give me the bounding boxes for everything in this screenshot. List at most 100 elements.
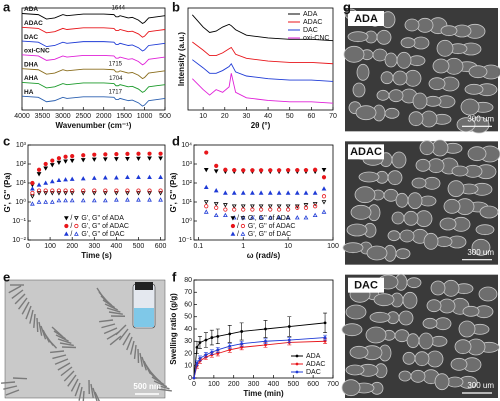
pore [451,165,469,177]
pore [355,105,377,121]
marker [158,191,163,196]
legend-marker [73,231,79,236]
pore [398,370,412,382]
scale-label: 300 um [467,114,494,123]
pore [424,95,442,107]
x-tick-label: 10 [199,113,207,120]
marker [313,204,318,209]
legend-label: G', G'' of DAC [81,231,124,238]
marker [63,191,68,196]
marker [213,169,219,174]
legend-label: HA [24,89,34,96]
crystal [118,328,129,341]
point [323,336,327,339]
point [287,338,291,342]
y-tick-label: 10⁰ [181,217,192,225]
pore [356,63,370,81]
pore [408,55,426,67]
annotation: 1644 [112,6,126,12]
pore [447,180,465,198]
x-tick-label: 500 [287,381,299,388]
marker [30,190,35,196]
x-tick-label: 600 [155,243,167,250]
marker [43,166,49,171]
marker [102,175,108,180]
marker [250,215,255,220]
pore [395,248,411,260]
marker [103,152,108,157]
marker [231,190,237,195]
marker [240,190,246,195]
crystal [57,362,71,371]
pore [387,170,403,186]
marker [258,168,264,173]
pore [376,29,392,45]
pore [415,210,433,228]
pore [369,311,391,323]
pore [406,333,420,349]
x-tick-label: 400 [268,381,280,388]
marker [56,177,62,182]
x-tick-label: 300 [88,243,100,250]
pore [432,58,450,74]
crystal [126,336,133,351]
pore [412,92,428,110]
legend-marker [230,231,236,236]
crystal [109,335,122,346]
point [216,348,220,352]
marker [49,163,55,168]
x-tick-label: 3000 [55,113,71,120]
legend-separator: / [70,223,72,230]
marker [268,168,273,173]
crystal [96,287,106,301]
pore [442,279,460,297]
pore [350,204,372,220]
pore [402,351,416,365]
crystal [129,340,135,355]
marker [276,215,282,220]
series-line [192,41,334,65]
x-tick-label: 1000 [137,113,153,120]
x-axis-label: Time (min) [243,389,284,398]
y-tick-label: 60 [184,301,192,308]
y-tick-label: 10³ [16,142,27,149]
pore [415,158,431,172]
marker [223,167,228,172]
pore [475,224,495,236]
marker [294,190,300,195]
x-tick-label: 100 [44,243,56,250]
crystal [12,377,28,380]
legend-marker [295,370,299,374]
pore [462,305,480,317]
marker [43,199,49,204]
vial-liquid [134,308,154,327]
x-tick-label: 200 [66,243,78,250]
point [204,338,208,342]
marker [69,158,75,164]
marker [63,177,68,182]
crystal [101,323,116,329]
crystal [106,307,121,313]
point [198,341,202,344]
pore [345,304,367,320]
legend-marker [64,223,69,229]
x-tick-label: 10 [284,243,292,250]
pore [400,37,416,49]
marker [103,188,108,193]
pore [347,31,369,43]
point [195,345,199,349]
marker [147,151,152,156]
legend-label: G', G'' of ADAC [81,223,129,230]
crystal [90,383,94,398]
pore [376,89,390,101]
marker [69,191,75,196]
pore [460,98,480,116]
pore [414,351,430,367]
pore [478,286,498,302]
marker [214,205,219,210]
pore [426,350,444,368]
pore [426,299,442,313]
point [240,342,244,346]
marker [276,190,282,195]
marker [80,158,86,163]
